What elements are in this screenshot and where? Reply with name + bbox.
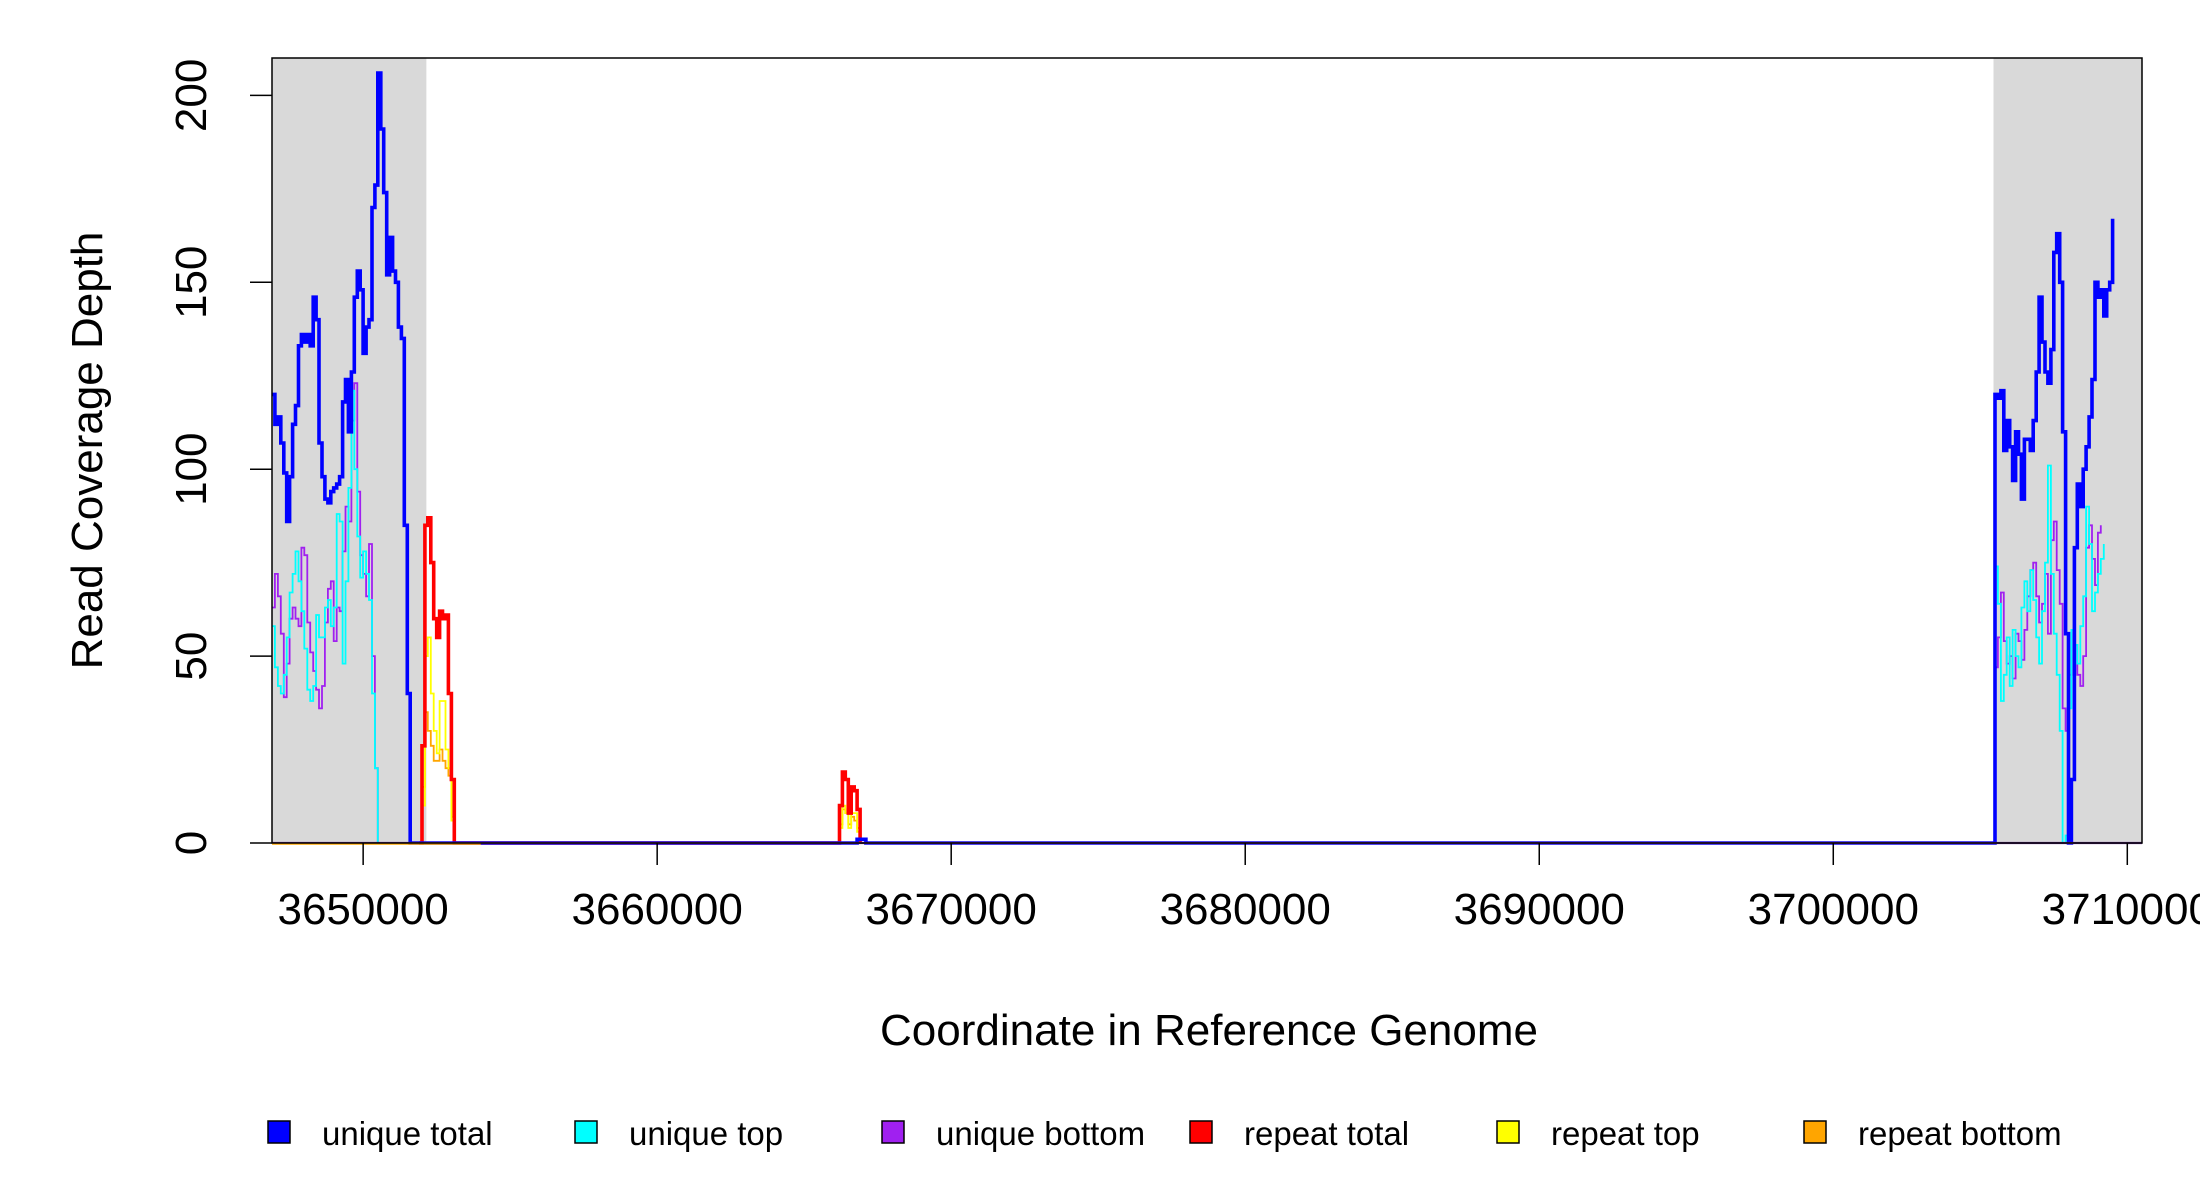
series-line-repeat-top xyxy=(419,636,861,844)
series-line-unique-top xyxy=(272,389,2105,844)
legend-label: unique bottom xyxy=(936,1115,1145,1152)
y-tick-label: 50 xyxy=(167,632,216,681)
x-tick-label: 3660000 xyxy=(572,885,743,934)
y-tick-label: 100 xyxy=(167,432,216,505)
y-axis: 0 50 100 150 200 xyxy=(167,59,272,855)
x-tick-label: 3650000 xyxy=(277,885,448,934)
x-axis-title: Coordinate in Reference Genome xyxy=(880,1006,1538,1055)
series-line-repeat-total xyxy=(419,516,862,845)
x-tick-label: 3680000 xyxy=(1160,885,1331,934)
legend-label: repeat bottom xyxy=(1858,1115,2062,1152)
legend-label: repeat top xyxy=(1551,1115,1700,1152)
x-tick-label: 3700000 xyxy=(1748,885,1919,934)
legend-swatch-repeat-top xyxy=(1496,1120,1520,1144)
series-line-repeat-bottom xyxy=(419,711,861,844)
shaded-regions xyxy=(272,58,2142,843)
x-tick-label: 3710000 xyxy=(2042,885,2200,934)
legend-swatch-repeat-total xyxy=(1189,1120,1213,1144)
legend-label: repeat total xyxy=(1244,1115,1409,1152)
x-axis: 3650000 3660000 3670000 3680000 3690000 37000… xyxy=(277,843,2200,934)
legend-label: unique total xyxy=(322,1115,493,1152)
y-axis-title: Read Coverage Depth xyxy=(63,232,112,670)
series-line-unique-bottom xyxy=(272,382,2102,844)
x-tick-label: 3690000 xyxy=(1454,885,1625,934)
legend: unique total unique top unique bottom repea… xyxy=(267,1115,2062,1152)
legend-swatch-unique-bottom xyxy=(881,1120,905,1144)
shaded-region-1 xyxy=(272,58,427,843)
plot-frame xyxy=(271,57,2143,844)
legend-swatch-unique-total xyxy=(267,1120,291,1144)
legend-label: unique top xyxy=(629,1115,783,1152)
series-line-unique-total xyxy=(272,71,2115,845)
y-tick-label: 0 xyxy=(167,831,216,855)
series-lines xyxy=(272,71,2142,845)
x-tick-label: 3670000 xyxy=(866,885,1037,934)
legend-swatch-unique-top xyxy=(574,1120,598,1144)
legend-swatch-repeat-bottom xyxy=(1803,1120,1827,1144)
y-tick-label: 200 xyxy=(167,59,216,132)
y-tick-label: 150 xyxy=(167,246,216,319)
